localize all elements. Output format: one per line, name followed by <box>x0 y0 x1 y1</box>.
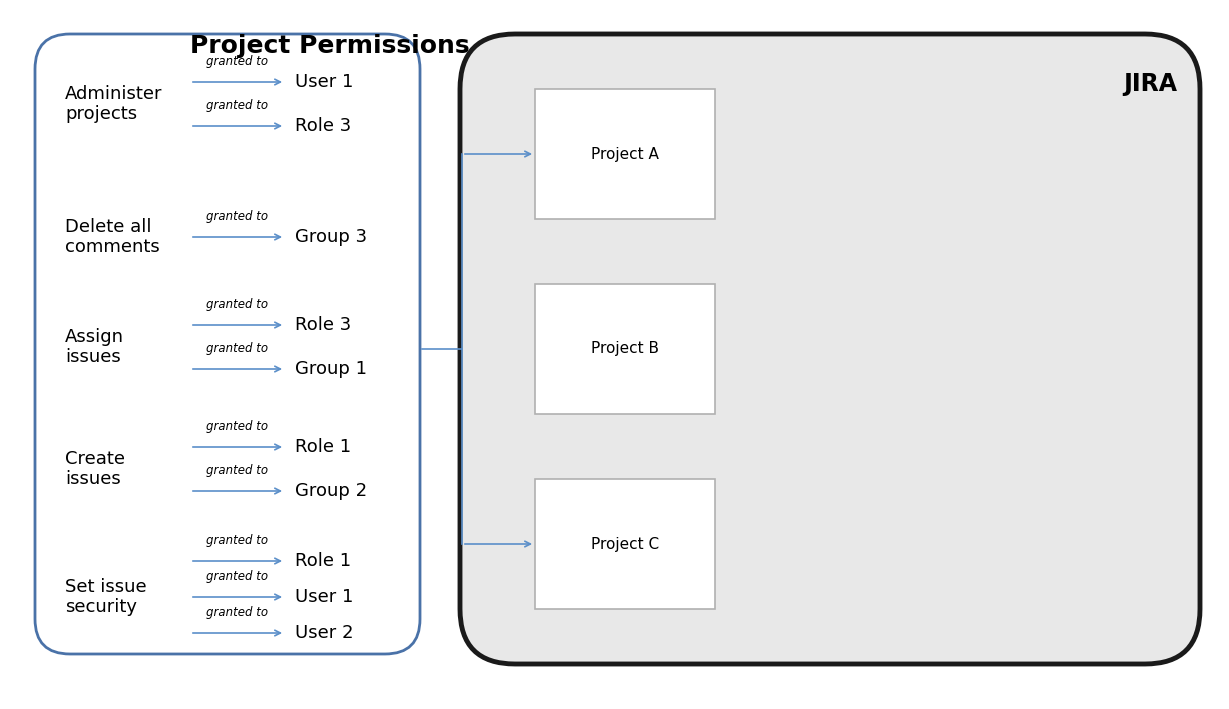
Text: Delete all
comments: Delete all comments <box>65 218 160 257</box>
FancyBboxPatch shape <box>535 479 715 609</box>
Text: granted to: granted to <box>206 420 269 433</box>
Text: Project A: Project A <box>591 147 659 162</box>
Text: granted to: granted to <box>206 570 269 583</box>
Text: Assign
issues: Assign issues <box>65 328 124 367</box>
Text: User 1: User 1 <box>295 73 354 91</box>
Text: granted to: granted to <box>206 534 269 547</box>
Text: Set issue
security: Set issue security <box>65 578 146 616</box>
Text: granted to: granted to <box>206 99 269 112</box>
Text: JIRA: JIRA <box>1123 72 1177 96</box>
Text: granted to: granted to <box>206 342 269 355</box>
Text: Role 1: Role 1 <box>295 552 351 570</box>
Text: Create
issues: Create issues <box>65 450 125 489</box>
Text: Project B: Project B <box>591 342 659 357</box>
FancyBboxPatch shape <box>34 34 420 654</box>
FancyBboxPatch shape <box>535 89 715 219</box>
Text: Group 3: Group 3 <box>295 228 367 246</box>
Text: Group 2: Group 2 <box>295 482 367 500</box>
Text: granted to: granted to <box>206 606 269 619</box>
Text: granted to: granted to <box>206 210 269 223</box>
FancyBboxPatch shape <box>535 284 715 414</box>
Text: granted to: granted to <box>206 298 269 311</box>
Text: granted to: granted to <box>206 464 269 477</box>
Text: Project Permissions: Project Permissions <box>190 34 469 58</box>
Text: Role 3: Role 3 <box>295 117 351 135</box>
Text: User 1: User 1 <box>295 588 354 606</box>
Text: granted to: granted to <box>206 55 269 68</box>
Text: Role 1: Role 1 <box>295 438 351 456</box>
FancyBboxPatch shape <box>460 34 1200 664</box>
Text: Administer
projects: Administer projects <box>65 84 162 123</box>
Text: Group 1: Group 1 <box>295 360 367 378</box>
Text: User 2: User 2 <box>295 624 354 642</box>
Text: Role 3: Role 3 <box>295 316 351 334</box>
Text: Project C: Project C <box>591 537 659 552</box>
